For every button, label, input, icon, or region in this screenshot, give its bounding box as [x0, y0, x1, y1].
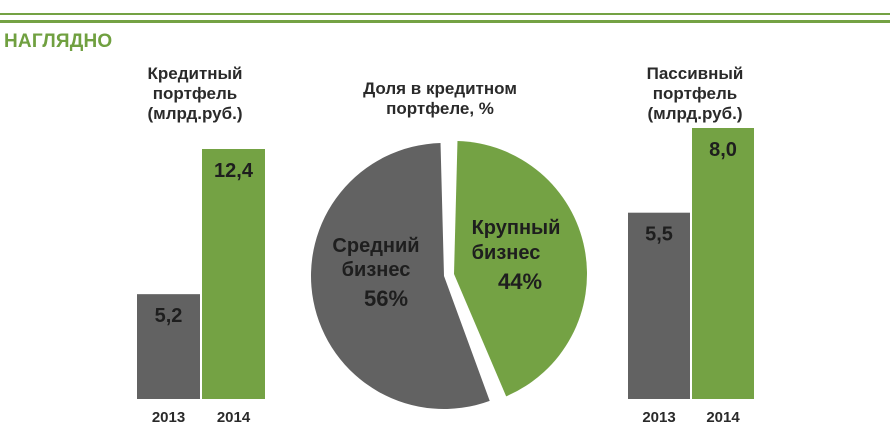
- x-tick-label-2-0: 2013: [642, 409, 675, 426]
- pie-value-medium: 56%: [364, 286, 408, 311]
- pie-slice-medium-business: [311, 143, 490, 409]
- bar-value-label-2-1: 8,0: [709, 139, 737, 161]
- x-tick-label-0-1: 2014: [217, 409, 251, 426]
- bar-0-2013: [137, 294, 200, 399]
- credit-portfolio-title: Кредитный портфель (млрд.руб.): [147, 64, 243, 123]
- share-pie-title: Доля в кредитном портфеле, %: [363, 79, 517, 118]
- top-rule-thick: [0, 20, 890, 23]
- bar-0-2014: [202, 149, 265, 399]
- x-tick-label-2-1: 2014: [706, 409, 740, 426]
- bar-value-label-2-0: 5,5: [645, 224, 673, 246]
- bar-value-label-0-0: 5,2: [155, 305, 183, 327]
- x-tick-label-0-0: 2013: [152, 409, 185, 426]
- pie-label-large-line2: бизнес: [472, 242, 541, 264]
- pie-value-large: 44%: [498, 269, 542, 294]
- section-title: НАГЛЯДНО: [4, 31, 113, 52]
- pie-label-medium-line1: Средний: [332, 235, 419, 257]
- pie-label-medium-line2: бизнес: [342, 259, 411, 281]
- bar-value-label-0-1: 12,4: [214, 160, 254, 182]
- pie-label-large-line1: Крупный: [472, 217, 561, 239]
- top-rule-thin: [0, 13, 890, 15]
- bar-2-2014: [692, 128, 754, 399]
- pie-slice-large-business: [454, 141, 588, 397]
- passive-portfolio-title: Пассивный портфель (млрд.руб.): [646, 64, 744, 123]
- bar-2-2013: [628, 212, 690, 399]
